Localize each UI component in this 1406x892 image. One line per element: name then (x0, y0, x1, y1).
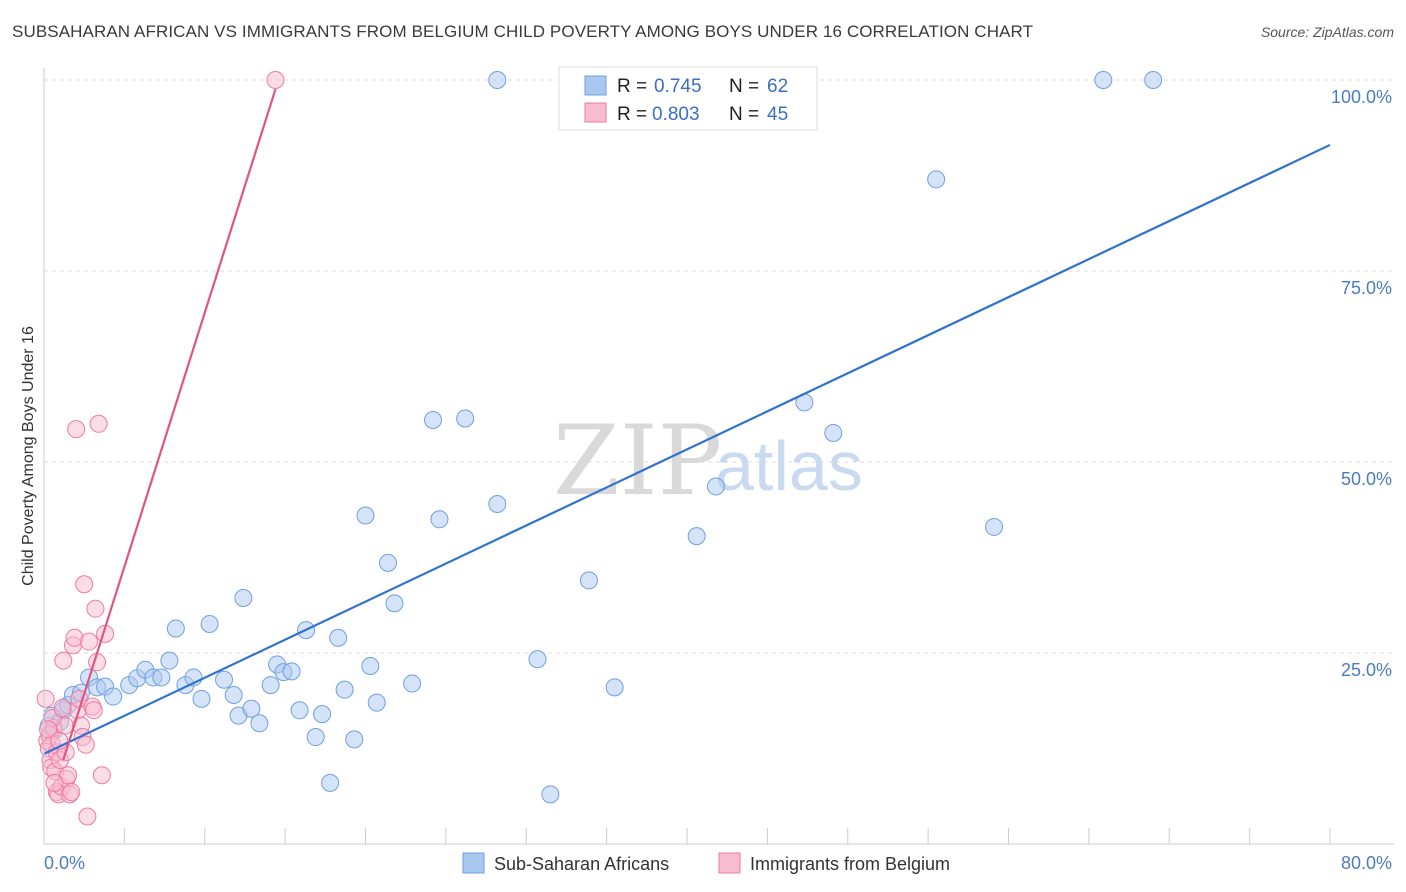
x-tick-label-min: 0.0% (44, 853, 85, 873)
data-point (356, 506, 375, 525)
data-point (541, 785, 560, 804)
data-point (824, 423, 843, 442)
data-point (84, 701, 103, 720)
data-point (200, 614, 219, 633)
data-point (67, 420, 86, 439)
data-point (1094, 71, 1113, 89)
data-point (261, 676, 280, 695)
data-point (75, 575, 94, 594)
data-point (424, 410, 443, 429)
data-point (36, 689, 55, 708)
data-point (321, 773, 340, 792)
data-point (160, 651, 179, 670)
data-point (152, 668, 171, 687)
data-point (54, 651, 73, 670)
trend-line-sub-saharan (43, 143, 1331, 755)
data-point (329, 628, 348, 647)
data-point (335, 680, 354, 699)
trend-lines (43, 88, 1331, 761)
correlation-legend: R = 0.745 N = 62 R = 0.803 N = 45 (558, 66, 818, 131)
data-point (76, 735, 95, 754)
legend-n-value: 45 (767, 104, 788, 125)
data-point (306, 728, 325, 747)
y-axis-tick-labels: 25.0% 50.0% 75.0% 100.0% (1331, 87, 1392, 680)
y-tick-label: 75.0% (1341, 278, 1392, 298)
series-legend-label-belgium: Immigrants from Belgium (750, 854, 950, 874)
data-point (282, 662, 301, 681)
data-point (456, 409, 475, 428)
watermark: ZIP atlas (553, 405, 863, 517)
data-point (313, 705, 332, 724)
data-point (266, 71, 285, 89)
y-axis-title: Child Poverty Among Boys Under 16 (20, 326, 37, 586)
data-point (80, 632, 99, 651)
data-point (367, 693, 386, 712)
x-tick-label-max: 80.0% (1341, 853, 1392, 873)
data-point (985, 517, 1004, 536)
y-tick-label: 50.0% (1341, 469, 1392, 489)
y-tick-label: 25.0% (1341, 660, 1392, 680)
series-sub-saharan-africans (39, 71, 1163, 804)
legend-r-label: R = (617, 76, 647, 97)
data-point (687, 527, 706, 546)
data-point (86, 599, 105, 618)
data-point (215, 670, 234, 689)
legend-swatch-blue (584, 75, 607, 96)
legend-swatch-pink (584, 102, 607, 123)
data-point (1144, 71, 1163, 89)
series-legend: Sub-Saharan Africans Immigrants from Bel… (462, 852, 950, 874)
legend-n-label: N = (729, 104, 759, 125)
data-point (104, 687, 123, 706)
data-point (430, 510, 449, 529)
legend-n-label: N = (729, 76, 759, 97)
legend-r-label: R = (617, 104, 647, 125)
data-point (488, 495, 507, 514)
data-point (78, 807, 97, 826)
x-axis-ticks (43, 828, 1331, 844)
legend-n-value: 62 (767, 76, 788, 97)
data-point (250, 714, 269, 733)
series-legend-swatch-blue (462, 852, 485, 874)
data-point (45, 773, 64, 792)
series-legend-label-sub-saharan: Sub-Saharan Africans (494, 854, 669, 874)
legend-r-value: 0.745 (654, 76, 702, 97)
data-point (605, 678, 624, 697)
data-point (385, 594, 404, 613)
data-point (53, 699, 72, 718)
trend-line-belgium (62, 88, 277, 761)
chart-title: SUBSAHARAN AFRICAN VS IMMIGRANTS FROM BE… (12, 22, 1034, 41)
data-point (927, 170, 946, 189)
y-tick-label: 100.0% (1331, 87, 1392, 107)
data-point (224, 686, 243, 705)
watermark-atlas: atlas (715, 427, 863, 505)
data-point (89, 414, 108, 433)
data-point (166, 619, 185, 638)
data-point (345, 730, 364, 749)
data-point (361, 656, 380, 675)
data-point (706, 477, 725, 496)
data-point (242, 699, 261, 718)
source-label: Source: ZipAtlas.com (1260, 24, 1394, 40)
series-legend-swatch-pink (718, 852, 741, 874)
data-point (379, 553, 398, 572)
legend-r-value: 0.803 (652, 104, 700, 125)
data-point (192, 689, 211, 708)
data-point (403, 674, 422, 693)
data-point (488, 71, 507, 89)
data-point (579, 571, 598, 590)
grid (44, 79, 1394, 654)
data-point (528, 650, 547, 669)
data-point (290, 701, 309, 720)
data-point (234, 588, 253, 607)
data-point (62, 783, 81, 802)
series-immigrants-from-belgium (36, 71, 285, 826)
data-point (92, 766, 111, 785)
data-points (36, 71, 1163, 826)
